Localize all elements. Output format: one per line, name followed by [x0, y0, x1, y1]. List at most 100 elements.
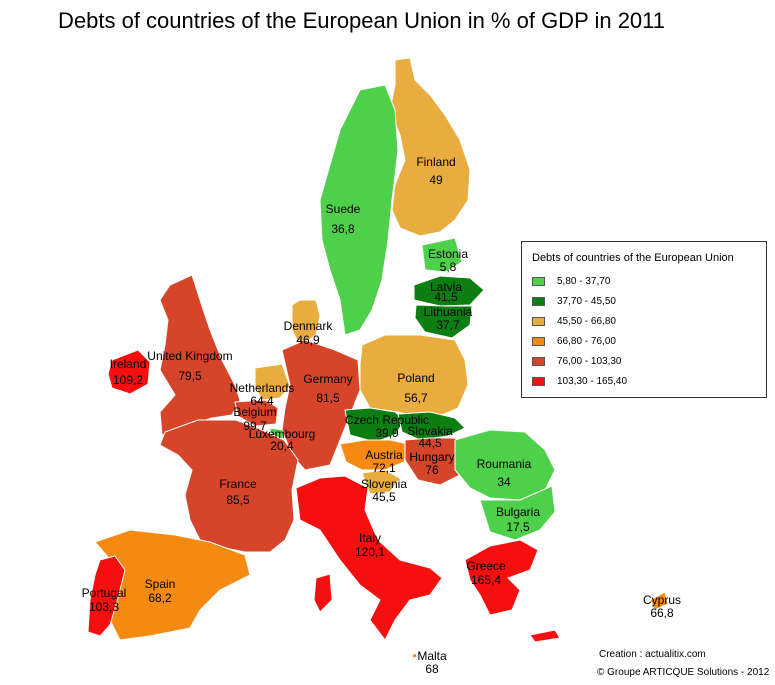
legend-swatch: [532, 356, 545, 366]
legend: Debts of countries of the European Union…: [521, 241, 767, 398]
map-title: Debts of countries of the European Union…: [58, 8, 665, 33]
country-name-germany: Germany: [303, 372, 352, 386]
country-value-malta: 68: [425, 662, 439, 676]
country-value-france: 85,5: [226, 493, 250, 507]
legend-label: 5,80 - 37,70: [557, 275, 611, 287]
region-suede: [319, 84, 399, 336]
country-name-france: France: [219, 477, 257, 491]
region-france: [159, 419, 299, 553]
country-value-poland: 56,7: [404, 391, 428, 405]
legend-label: 45,50 - 66,80: [557, 315, 616, 327]
region-cyprus: [649, 591, 669, 611]
region-poland: [359, 334, 469, 419]
country-name-spain: Spain: [145, 577, 176, 591]
credit-copyright: © Groupe ARTICQUE Solutions - 2012: [597, 667, 770, 678]
country-value-estonia: 5,8: [440, 260, 457, 274]
country-name-poland: Poland: [397, 371, 434, 385]
region-austria: [339, 439, 409, 471]
country-name-czech: Czech Republic: [345, 413, 429, 427]
legend-row: 76,00 - 103,30: [532, 354, 622, 368]
country-name-estonia: Estonia: [428, 247, 468, 261]
country-name-malta: Malta: [417, 649, 447, 663]
country-name-denmark: Denmark: [284, 319, 334, 333]
legend-row: 103,30 - 165,40: [532, 374, 627, 388]
region-netherlands: [254, 363, 291, 401]
region-latvia: [413, 275, 485, 307]
region-denmark: [291, 299, 321, 347]
country-name-bulgaria: Bulgaria: [496, 505, 540, 519]
region-germany: [281, 339, 361, 471]
legend-swatch: [532, 376, 545, 386]
region-czech: [344, 407, 406, 443]
region-slovakia: [397, 411, 466, 441]
country-value-latvia: 41,5: [434, 290, 458, 304]
region-estonia: [421, 237, 463, 273]
region-belgium: [234, 399, 279, 427]
legend-swatch: [532, 276, 545, 286]
legend-row: 37,70 - 45,50: [532, 294, 616, 308]
region-sardinia: [313, 573, 333, 613]
country-value-germany: 81,5: [316, 391, 340, 405]
region-lithuania: [414, 304, 473, 339]
country-value-bulgaria: 17,5: [506, 520, 530, 534]
country-value-spain: 68,2: [148, 591, 172, 605]
country-value-slovakia: 44,5: [418, 436, 442, 450]
country-name-lithuania: Lithuania: [424, 305, 473, 319]
legend-label: 66,80 - 76,00: [557, 335, 616, 347]
country-name-slovenia: Slovenia: [361, 477, 407, 491]
country-value-netherlands: 64,4: [250, 394, 274, 408]
legend-swatch: [532, 336, 545, 346]
legend-label: 103,30 - 165,40: [557, 375, 628, 387]
country-value-denmark: 46,9: [296, 333, 320, 347]
country-value-austria: 72,1: [372, 461, 396, 475]
country-regions: [87, 57, 669, 659]
country-name-italy: Italy: [359, 531, 381, 545]
country-name-hungary: Hungary: [409, 450, 454, 464]
region-crete: [529, 629, 561, 643]
region-finland: [389, 57, 471, 237]
region-portugal: [87, 555, 126, 637]
country-value-belgium: 99,7: [243, 419, 267, 433]
region-ireland: [107, 349, 151, 395]
country-name-suede: Suede: [326, 202, 361, 216]
legend-row: 66,80 - 76,00: [532, 334, 616, 348]
legend-swatch: [532, 296, 545, 306]
country-value-ireland: 109,2: [113, 373, 143, 387]
region-bulgaria: [479, 485, 556, 541]
region-greece: [464, 539, 539, 616]
legend-title: Debts of countries of the European Union: [532, 252, 734, 264]
country-value-hungary: 76: [425, 463, 439, 477]
country-name-austria: Austria: [365, 448, 403, 462]
legend-label: 76,00 - 103,30: [557, 355, 622, 367]
legend-row: 5,80 - 37,70: [532, 274, 610, 288]
country-name-belgium: Belgium: [233, 405, 276, 419]
region-slovenia: [361, 469, 401, 495]
country-name-luxembourg: Luxembourg: [249, 427, 316, 441]
country-value-greece: 165,4: [471, 573, 501, 587]
country-value-portugal: 103,3: [89, 600, 119, 614]
legend-row: 45,50 - 66,80: [532, 314, 616, 328]
country-value-cyprus: 66,8: [650, 606, 674, 620]
country-name-ireland: Ireland: [110, 357, 147, 371]
country-name-romania: Roumania: [477, 457, 532, 471]
country-value-suede: 36,8: [331, 222, 355, 236]
country-value-czech: 39,9: [375, 426, 399, 440]
country-value-finland: 49: [429, 173, 443, 187]
country-name-portugal: Portugal: [82, 586, 127, 600]
country-name-finland: Finland: [416, 155, 455, 169]
country-value-uk: 79,5: [178, 369, 202, 383]
country-value-lithuania: 37,7: [436, 318, 460, 332]
credit-creation: Creation : actualitix.com: [599, 649, 706, 660]
region-malta: [411, 652, 418, 659]
country-value-slovenia: 45,5: [372, 490, 396, 504]
legend-swatch: [532, 316, 545, 326]
country-value-romania: 34: [497, 475, 511, 489]
country-value-luxembourg: 20,4: [270, 439, 294, 453]
legend-label: 37,70 - 45,50: [557, 295, 616, 307]
country-name-slovakia: Slovakia: [407, 424, 453, 438]
country-name-cyprus: Cyprus: [643, 593, 681, 607]
country-name-latvia: Latvia: [430, 280, 462, 294]
region-italy: [295, 475, 443, 641]
country-name-netherlands: Netherlands: [230, 381, 295, 395]
